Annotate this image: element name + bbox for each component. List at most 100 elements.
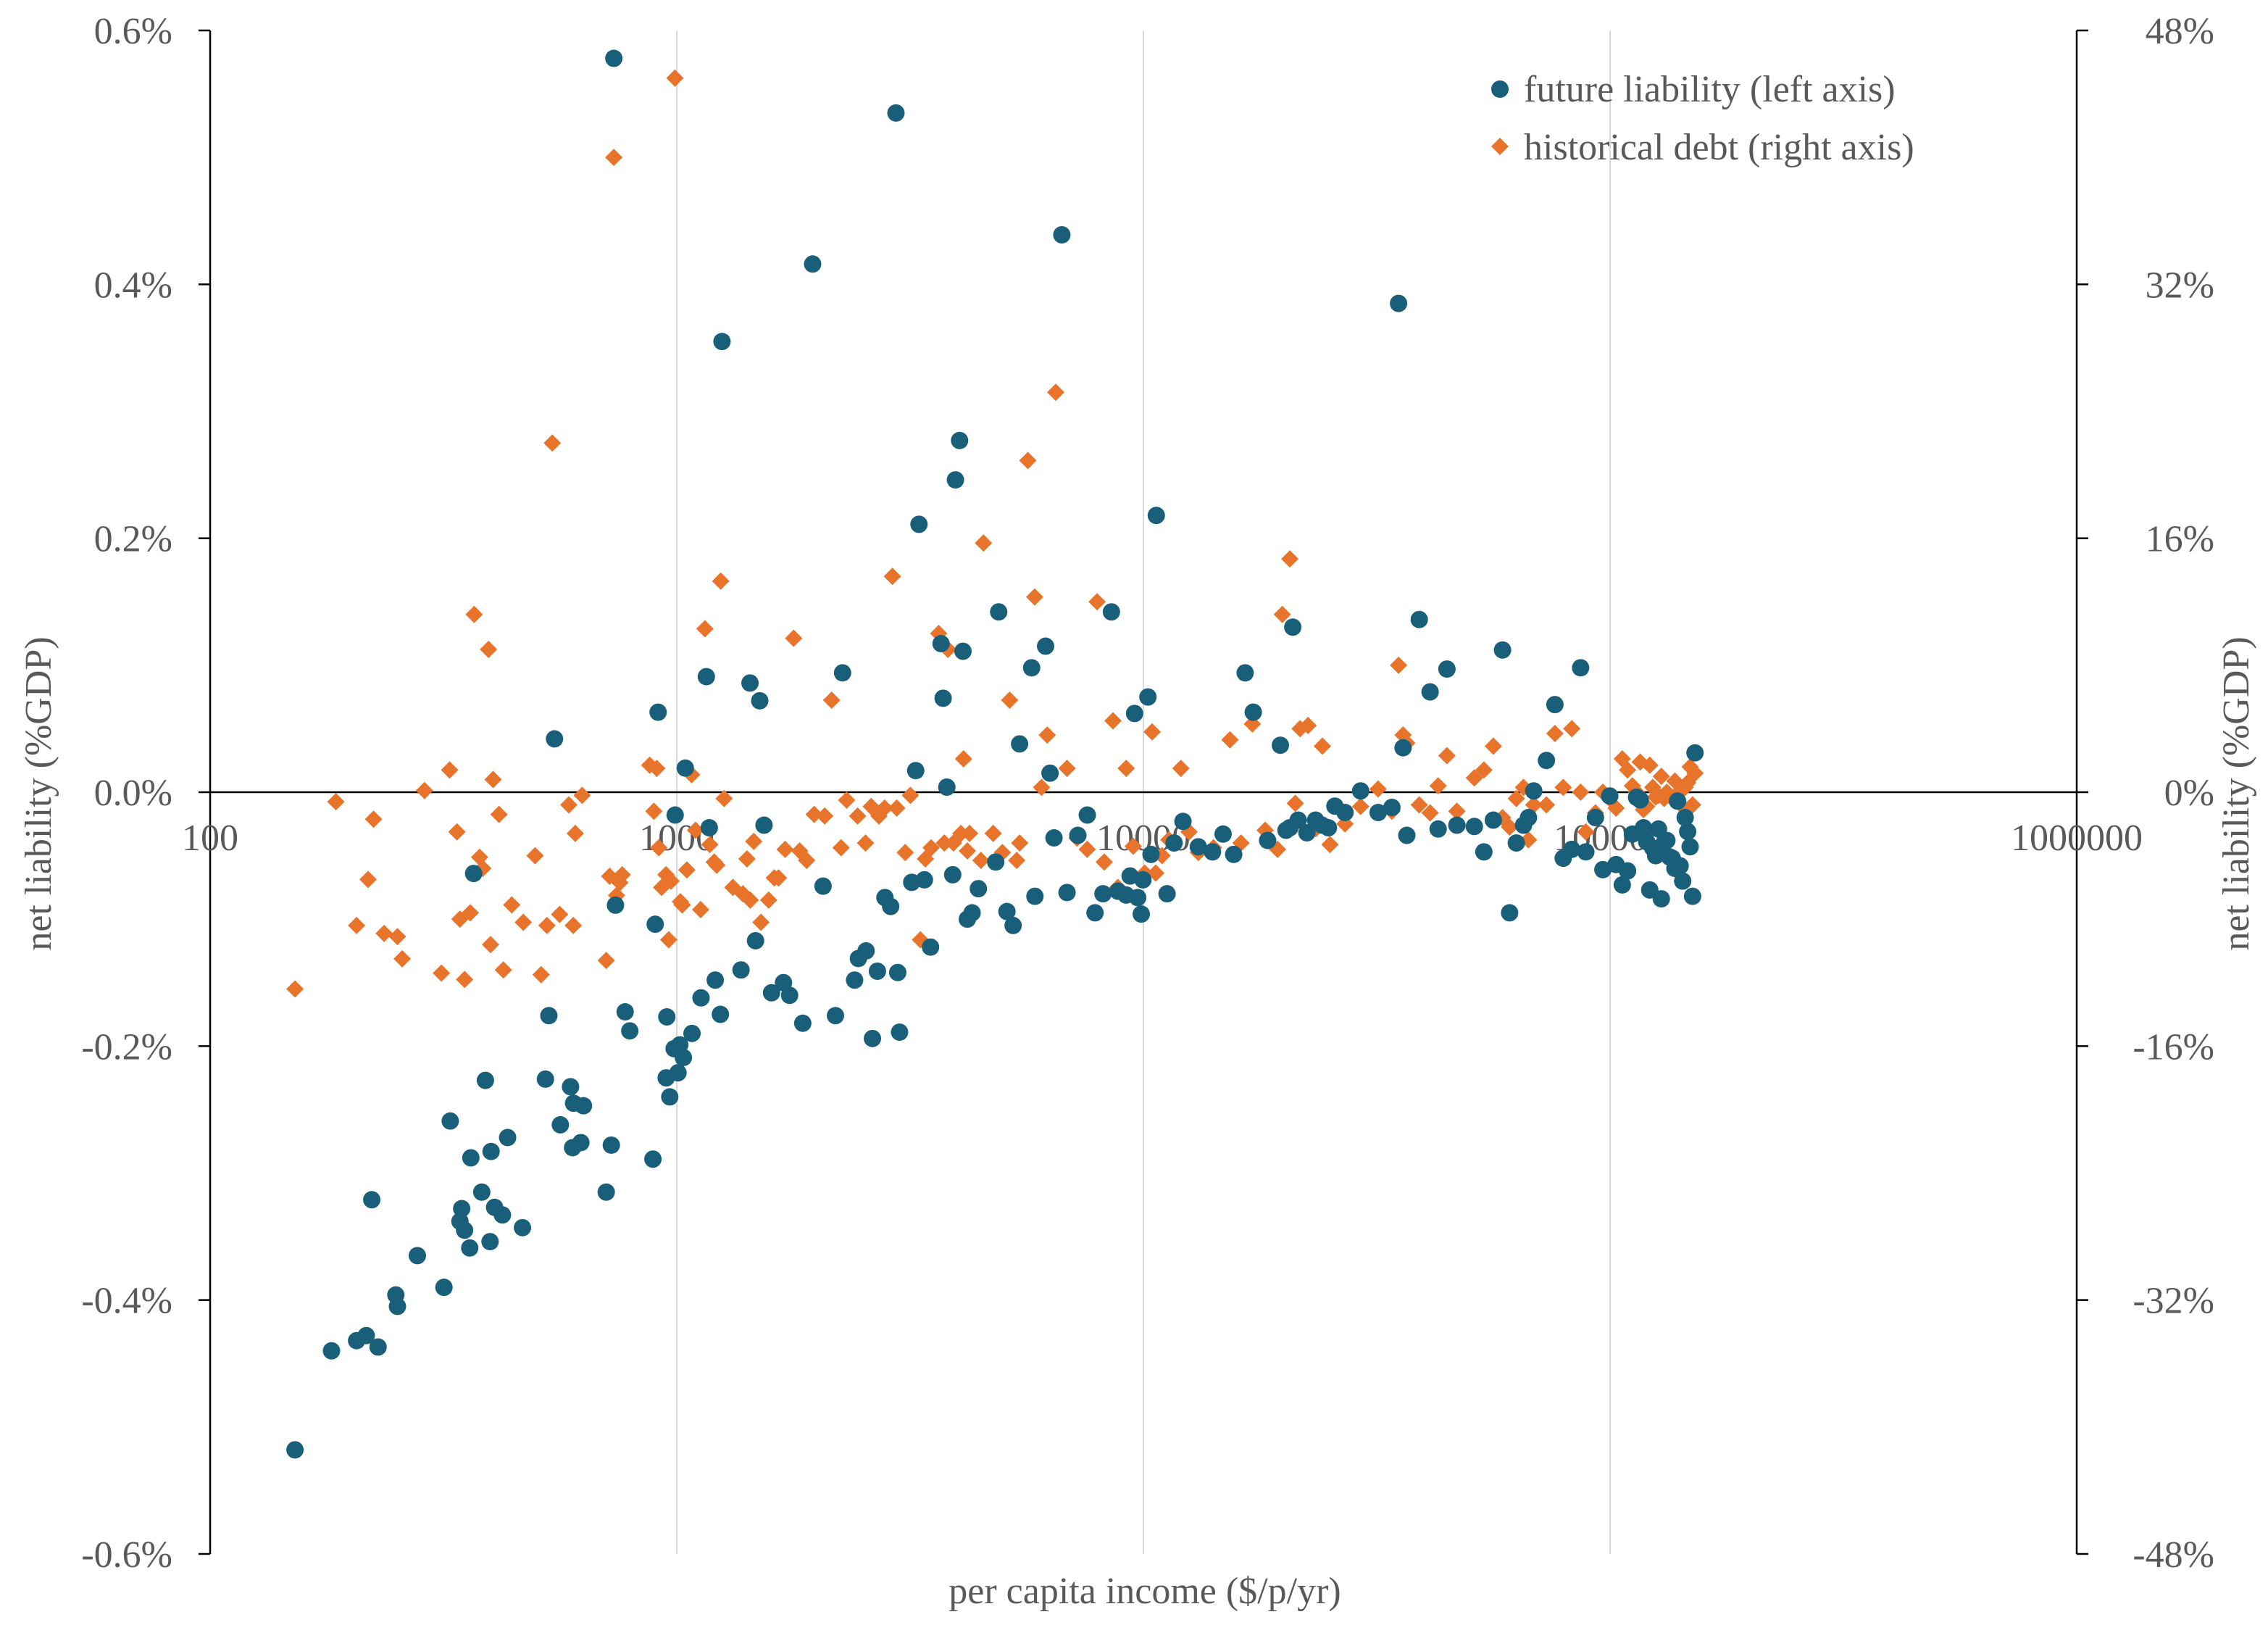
future-liability-point bbox=[363, 1191, 381, 1209]
future-liability-point bbox=[646, 915, 664, 934]
future-liability-point bbox=[1619, 862, 1637, 880]
left-y-tick-label: 0.2% bbox=[94, 519, 172, 560]
historical-debt-point bbox=[1683, 796, 1701, 814]
future-liability-point bbox=[649, 703, 667, 721]
future-liability-point bbox=[1484, 811, 1502, 829]
future-liability-point bbox=[1631, 791, 1649, 809]
future-liability-point bbox=[1336, 804, 1354, 822]
future-liability-point bbox=[864, 1029, 882, 1047]
future-liability-point bbox=[369, 1338, 387, 1356]
future-liability-point bbox=[943, 865, 962, 884]
future-liability-point bbox=[1658, 831, 1676, 849]
future-liability-point bbox=[658, 1008, 676, 1026]
historical-debt-point bbox=[745, 832, 763, 850]
future-liability-point bbox=[1572, 659, 1590, 677]
future-liability-point bbox=[762, 984, 780, 1002]
future-liability-point bbox=[946, 471, 964, 489]
future-liability-point bbox=[713, 333, 731, 351]
future-liability-point bbox=[453, 1200, 471, 1218]
future-liability-point bbox=[954, 642, 972, 660]
future-liability-point bbox=[833, 664, 851, 682]
right-y-tick-label: 16% bbox=[2146, 519, 2214, 560]
historical-debt-point bbox=[1554, 778, 1572, 797]
future-liability-point bbox=[551, 1115, 570, 1134]
historical-debt-point bbox=[359, 870, 377, 889]
right-y-tick-label: 0% bbox=[2164, 773, 2214, 814]
right-y-tick-label: 32% bbox=[2146, 265, 2214, 306]
future-liability-point bbox=[826, 1007, 844, 1025]
future-liability-point bbox=[472, 1183, 491, 1201]
future-liability-point bbox=[1390, 294, 1408, 312]
future-liability-point bbox=[1671, 857, 1689, 875]
future-liability-point bbox=[1236, 664, 1254, 682]
future-liability-point bbox=[1676, 809, 1694, 827]
future-liability-point bbox=[1594, 860, 1612, 878]
future-liability-point bbox=[692, 989, 710, 1007]
historical-debt-point bbox=[597, 952, 615, 970]
historical-debt-point bbox=[1410, 796, 1428, 814]
historical-debt-point bbox=[1351, 797, 1369, 815]
historical-debt-point bbox=[286, 980, 304, 998]
historical-debt-point bbox=[494, 961, 512, 979]
historical-debt-point bbox=[959, 842, 977, 860]
future-liability-point bbox=[1383, 799, 1401, 817]
future-liability-point bbox=[536, 1070, 554, 1088]
future-liability-point bbox=[922, 938, 940, 956]
future-liability-point bbox=[661, 1088, 679, 1106]
future-liability-point bbox=[1139, 688, 1157, 706]
future-liability-point bbox=[1298, 824, 1316, 842]
historical-debt-point bbox=[1313, 737, 1331, 755]
historical-debt-point bbox=[1146, 864, 1164, 882]
left-y-tick-label: -0.6% bbox=[81, 1534, 172, 1576]
future-liability-point bbox=[435, 1279, 453, 1297]
future-liability-point bbox=[621, 1022, 639, 1040]
historical-debt-point bbox=[816, 807, 834, 825]
legend-historical-label: historical debt (right axis) bbox=[1524, 127, 1914, 168]
future-liability-point bbox=[882, 897, 900, 915]
historical-debt-point bbox=[954, 750, 972, 768]
future-liability-point bbox=[990, 603, 1008, 621]
future-liability-point bbox=[675, 1049, 693, 1067]
future-liability-point bbox=[1438, 660, 1456, 678]
future-liability-point bbox=[1134, 870, 1152, 889]
future-liability-point bbox=[1507, 834, 1525, 852]
future-liability-point bbox=[998, 902, 1016, 920]
future-liability-point bbox=[481, 1233, 499, 1251]
future-liability-point bbox=[1078, 806, 1096, 824]
future-liability-point bbox=[741, 674, 759, 692]
future-liability-point bbox=[1102, 603, 1120, 621]
historical-debt-point bbox=[1321, 836, 1339, 854]
historical-debt-point bbox=[1465, 769, 1483, 787]
historical-debt-point bbox=[738, 849, 756, 868]
historical-debt-point bbox=[465, 605, 483, 623]
historical-debt-point bbox=[1038, 726, 1056, 744]
future-liability-point bbox=[906, 762, 925, 780]
historical-debt-point bbox=[1577, 823, 1595, 841]
historical-debt-point bbox=[1448, 802, 1466, 820]
future-liability-point bbox=[562, 1078, 580, 1096]
historical-debt-point bbox=[514, 913, 533, 931]
future-liability-point bbox=[938, 778, 956, 796]
left-y-tick-label: 0.6% bbox=[94, 11, 172, 52]
historical-debt-point bbox=[883, 568, 901, 586]
historical-debt-point bbox=[1281, 550, 1299, 568]
future-liability-point bbox=[706, 971, 725, 989]
future-liability-point bbox=[666, 806, 684, 824]
historical-debt-point bbox=[364, 810, 383, 828]
historical-debt-point bbox=[691, 901, 709, 919]
future-liability-point bbox=[857, 942, 875, 960]
historical-debt-point bbox=[1563, 720, 1581, 738]
historical-debt-point bbox=[1221, 731, 1239, 749]
historical-debt-point bbox=[1058, 760, 1076, 778]
future-liability-point bbox=[915, 870, 933, 889]
historical-debt-point bbox=[484, 770, 502, 789]
future-liability-point bbox=[1041, 764, 1059, 782]
future-liability-point bbox=[1586, 809, 1604, 827]
future-liability-point bbox=[683, 1024, 701, 1042]
future-liability-point bbox=[1271, 736, 1289, 755]
historical-debt-point bbox=[708, 856, 726, 874]
tick-labels: 100 1000 10000 100000 10000000.6%0.4%0.2%0.0… bbox=[81, 11, 2214, 1576]
future-liability-point bbox=[644, 1150, 662, 1168]
historical-debt-point bbox=[785, 629, 803, 647]
future-liability-point bbox=[575, 1097, 593, 1115]
